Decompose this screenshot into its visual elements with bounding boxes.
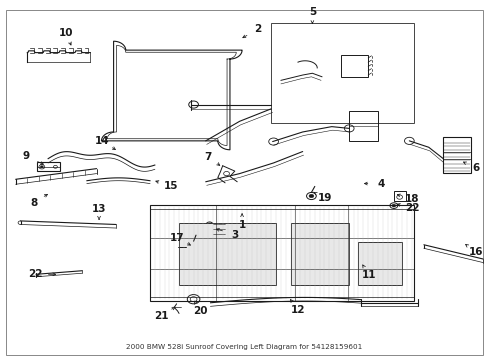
Circle shape: [207, 233, 211, 235]
Bar: [393, 191, 405, 201]
Text: 9: 9: [22, 151, 29, 161]
Text: 2000 BMW 528i Sunroof Covering Left Diagram for 54128159601: 2000 BMW 528i Sunroof Covering Left Diag…: [126, 344, 362, 350]
Bar: [348, 111, 378, 141]
Text: 2: 2: [254, 24, 261, 35]
Text: 1: 1: [238, 220, 245, 230]
Circle shape: [41, 166, 43, 168]
Circle shape: [391, 204, 395, 207]
Text: 8: 8: [30, 198, 37, 208]
Text: 6: 6: [472, 163, 479, 173]
Text: 11: 11: [361, 270, 376, 280]
Text: 17: 17: [169, 233, 184, 243]
Text: 22: 22: [28, 269, 42, 279]
Bar: [37, 162, 60, 171]
Bar: [179, 223, 275, 285]
Text: 12: 12: [290, 305, 305, 315]
Circle shape: [207, 228, 211, 230]
Bar: [341, 55, 367, 77]
Text: 4: 4: [377, 179, 384, 189]
Bar: [290, 223, 348, 285]
Circle shape: [207, 223, 211, 226]
Bar: [150, 205, 413, 301]
Text: 19: 19: [317, 193, 331, 203]
Text: 18: 18: [404, 194, 418, 204]
Text: 15: 15: [163, 181, 178, 191]
Bar: [358, 242, 401, 285]
Text: 5: 5: [308, 7, 315, 17]
Text: 20: 20: [193, 306, 207, 316]
Text: 22: 22: [405, 203, 419, 213]
Bar: [443, 137, 470, 173]
Bar: [271, 23, 413, 123]
Circle shape: [308, 194, 313, 198]
Text: 21: 21: [154, 311, 168, 321]
Text: 16: 16: [468, 247, 483, 257]
Text: 10: 10: [59, 28, 73, 38]
Text: 13: 13: [92, 204, 106, 214]
Text: 7: 7: [204, 152, 211, 162]
Text: 14: 14: [95, 136, 109, 146]
Text: 3: 3: [231, 230, 238, 239]
